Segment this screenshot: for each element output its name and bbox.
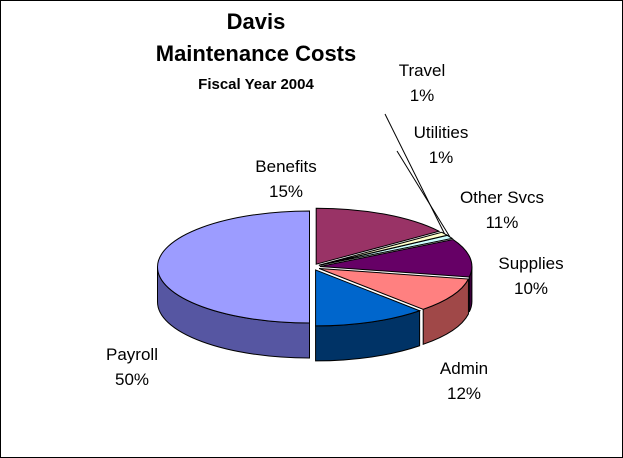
label-payroll: Payroll 50%: [97, 342, 167, 392]
label-travel-percent: 1%: [409, 86, 435, 105]
label-benefits-percent: 15%: [268, 182, 304, 201]
slice-other-svcs: [319, 238, 473, 278]
label-other-svcs-percent: 11%: [485, 213, 519, 232]
label-benefits: Benefits 15%: [241, 154, 331, 204]
slice-payroll: [157, 210, 310, 324]
slice-benefits: [315, 207, 441, 265]
label-admin: Admin 12%: [429, 356, 499, 406]
label-utilities-percent: 1%: [428, 148, 454, 167]
label-travel-name: Travel: [398, 61, 446, 80]
label-other-svcs: Other Svcs 11%: [447, 185, 557, 235]
chart-subtitle-2: Fiscal Year 2004: [198, 76, 314, 93]
slice-admin: [315, 269, 422, 327]
label-other-svcs-name: Other Svcs: [459, 188, 545, 207]
leader-utilities: [396, 150, 451, 238]
chart-title: Davis: [226, 9, 286, 34]
slice-supplies: [318, 268, 470, 310]
label-payroll-percent: 50%: [114, 370, 150, 389]
label-admin-percent: 12%: [446, 384, 482, 403]
label-supplies-percent: 10%: [513, 279, 549, 298]
leader-travel: [384, 113, 445, 234]
label-utilities: Utilities 1%: [401, 120, 481, 170]
label-payroll-name: Payroll: [106, 345, 158, 364]
label-supplies: Supplies 10%: [481, 251, 581, 301]
label-benefits-name: Benefits: [255, 157, 317, 176]
label-supplies-name: Supplies: [498, 254, 564, 273]
label-admin-name: Admin: [439, 359, 489, 378]
label-travel: Travel 1%: [387, 58, 457, 108]
chart-subtitle-1: Maintenance Costs: [155, 41, 357, 66]
label-utilities-name: Utilities: [413, 123, 469, 142]
